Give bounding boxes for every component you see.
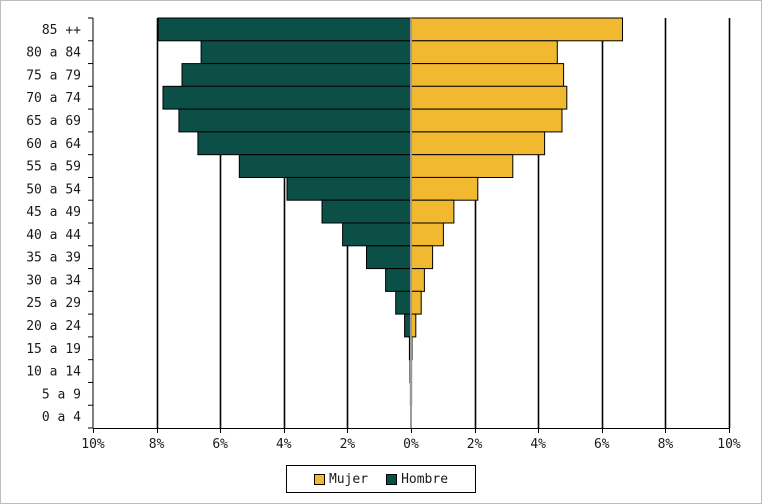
category-labels: 85 ++ 80 a 84 75 a 79 70 a 74 65 a 69 60 a 64…: [26, 23, 81, 425]
category-label: 60 a 64: [26, 137, 81, 152]
x-tick-label: 6%: [212, 437, 228, 452]
legend-item-mujer: Mujer: [313, 471, 369, 487]
x-tick-label: 4%: [530, 437, 546, 452]
x-tick-label: 6%: [594, 437, 610, 452]
bar-hombre: [178, 108, 412, 133]
legend-swatch-hombre: [386, 473, 398, 485]
category-label: 70 a 74: [26, 91, 81, 106]
x-tick-label: 10%: [717, 437, 741, 452]
bar-mujer: [410, 40, 558, 65]
x-tick-label: 4%: [276, 437, 292, 452]
bar-hombre: [366, 245, 412, 270]
category-label: 10 a 14: [26, 365, 81, 380]
bar-mujer: [410, 245, 434, 270]
category-label: 75 a 79: [26, 68, 81, 83]
legend-swatch-mujer: [313, 473, 325, 485]
bar-hombre: [197, 131, 412, 156]
bar-hombre: [162, 85, 412, 110]
category-label: 0 a 4: [42, 410, 81, 425]
legend: Mujer Hombre: [286, 465, 476, 493]
bar-mujer: [410, 85, 568, 110]
category-label: 65 a 69: [26, 114, 81, 129]
bar-mujer: [410, 290, 422, 315]
category-label: 85 ++: [42, 23, 81, 38]
category-label: 40 a 44: [26, 228, 81, 243]
legend-item-hombre: Hombre: [386, 472, 448, 487]
x-tick-label: 2%: [340, 437, 356, 452]
category-label: 45 a 49: [26, 205, 81, 220]
x-tick-label: 0%: [403, 437, 419, 452]
bar-mujer: [410, 222, 444, 247]
x-tick-labels: 10% 8% 6% 4% 2% 0% 2% 4% 6% 8% 10%: [81, 437, 741, 452]
category-label: 35 a 39: [26, 251, 81, 266]
bar-hombre: [342, 222, 412, 247]
bar-mujer: [410, 268, 425, 292]
x-tick-label: 10%: [81, 437, 105, 452]
category-label: 55 a 59: [26, 160, 81, 175]
bar-hombre: [200, 40, 412, 65]
bar-hombre: [385, 268, 412, 292]
bar-mujer: [410, 154, 514, 178]
bar-mujer: [410, 63, 565, 87]
bar-hombre: [181, 63, 412, 87]
bar-hombre: [286, 176, 412, 201]
bar-mujer: [410, 17, 623, 42]
bar-mujer: [410, 108, 563, 133]
axes: [88, 17, 730, 433]
category-label: 25 a 29: [26, 296, 81, 311]
bar-hombre: [321, 199, 412, 224]
bar-mujer: [410, 176, 479, 201]
x-tick-label: 8%: [149, 437, 165, 452]
bar-mujer: [410, 199, 455, 224]
x-tick-label: 8%: [658, 437, 674, 452]
category-label: 80 a 84: [26, 46, 81, 61]
category-label: 20 a 24: [26, 319, 81, 334]
bar-hombre: [157, 17, 412, 42]
bar-hombre: [238, 154, 412, 178]
bars: [157, 17, 623, 429]
category-label: 15 a 19: [26, 342, 81, 357]
category-label: 30 a 34: [26, 273, 81, 288]
category-label: 50 a 54: [26, 182, 81, 197]
x-tick-label: 2%: [467, 437, 483, 452]
legend-label-hombre: Hombre: [401, 471, 449, 487]
bar-hombre: [395, 290, 412, 315]
bar-mujer: [410, 131, 546, 156]
category-label: 5 a 9: [42, 387, 81, 402]
legend-label-mujer: Mujer: [328, 471, 369, 487]
